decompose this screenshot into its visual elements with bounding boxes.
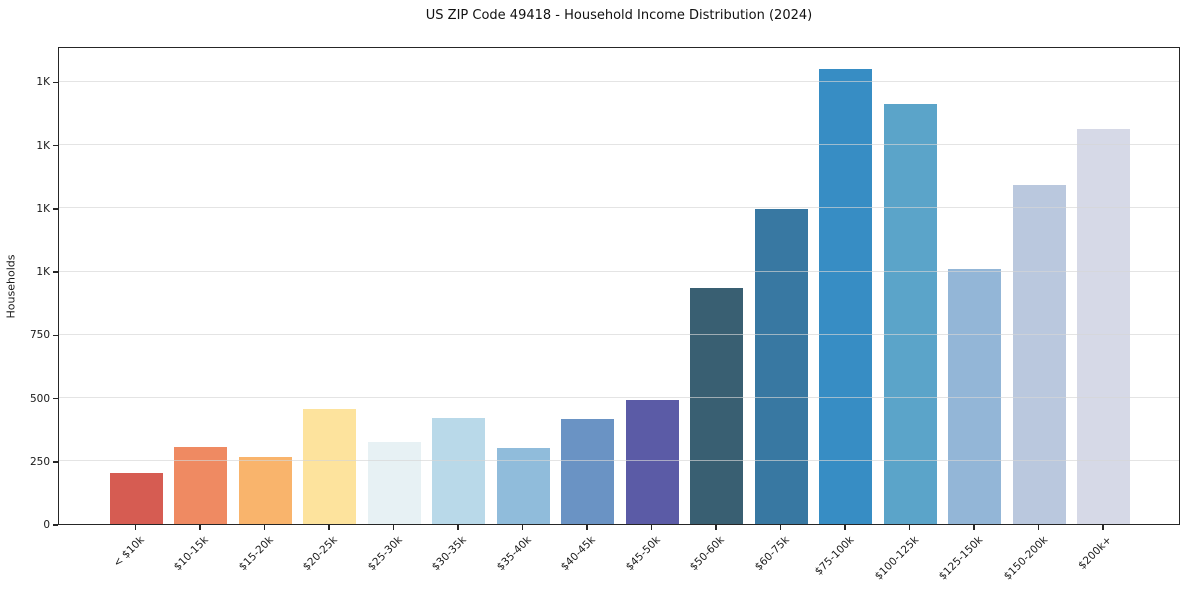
x-tick-mark-$75-100k bbox=[844, 525, 846, 530]
x-tick-label-text: $35-40k bbox=[494, 534, 534, 574]
x-tick-label-text: $100-125k bbox=[872, 534, 921, 583]
y-tick-label-250: 250 bbox=[29, 455, 50, 468]
x-tick-mark-$200k+ bbox=[1102, 525, 1104, 530]
y-tick-label-750: 750 bbox=[29, 329, 50, 342]
x-tick-label-text: < $10k bbox=[111, 534, 147, 570]
x-tick-label-text: $15-20k bbox=[236, 534, 276, 574]
x-tick-label-text: $40-45k bbox=[559, 534, 599, 574]
x-tick-mark-$15-20k bbox=[263, 525, 265, 530]
y-tick-label-1750: 1K bbox=[36, 76, 50, 89]
gridline-1000 bbox=[59, 270, 1179, 272]
plot-area bbox=[58, 47, 1180, 525]
x-tick-mark-$60-75k bbox=[779, 525, 781, 530]
bar-$100-125k bbox=[883, 104, 937, 524]
x-tick-label-text: $150-200k bbox=[1001, 534, 1050, 583]
gridline-1250 bbox=[59, 207, 1179, 209]
gridline-250 bbox=[59, 460, 1179, 462]
x-tick-label-text: $200k+ bbox=[1076, 534, 1115, 572]
y-tick-label-1250: 1K bbox=[36, 202, 50, 215]
x-tick-label-text: $10-15k bbox=[172, 534, 212, 574]
bar-$20-25k bbox=[303, 408, 357, 524]
y-tick-mark-0 bbox=[53, 524, 58, 526]
x-tick-mark-$25-30k bbox=[392, 525, 394, 530]
x-tick-label-text: $125-150k bbox=[936, 534, 986, 583]
x-tick-mark-$50-60k bbox=[715, 525, 717, 530]
bar-$200k+ bbox=[1077, 129, 1131, 524]
x-tick-mark-$150-200k bbox=[1037, 525, 1039, 530]
x-tick-label-text: $50-60k bbox=[688, 534, 728, 574]
y-tick-label-1000: 1K bbox=[36, 266, 50, 279]
y-tick-mark-1500 bbox=[53, 144, 58, 147]
y-tick-label-500: 500 bbox=[29, 392, 50, 405]
bar-$30-35k bbox=[432, 417, 486, 524]
gridline-1750 bbox=[59, 80, 1179, 82]
bar-$40-45k bbox=[561, 419, 615, 524]
y-axis-label: Households bbox=[0, 47, 22, 525]
y-tick-mark-750 bbox=[53, 334, 58, 337]
y-axis-label-text: Households bbox=[4, 254, 18, 318]
bar-$25-30k bbox=[367, 441, 421, 524]
gridline-1500 bbox=[59, 144, 1179, 146]
bar-$150-200k bbox=[1012, 185, 1066, 524]
y-tick-mark-250 bbox=[53, 461, 58, 463]
gridline-750 bbox=[59, 333, 1179, 335]
x-tick-mark-$20-25k bbox=[328, 525, 330, 530]
bar-$10-15k bbox=[174, 446, 228, 524]
x-tick-label-text: $75-100k bbox=[812, 534, 857, 578]
x-tick-mark-$100-125k bbox=[908, 525, 910, 530]
x-tick-mark-< $10k bbox=[134, 525, 136, 530]
bar-< $10k bbox=[109, 473, 163, 524]
bar-$45-50k bbox=[625, 400, 679, 524]
x-tick-label-text: $45-50k bbox=[623, 534, 663, 574]
x-tick-label-text: $60-75k bbox=[752, 534, 792, 574]
x-tick-label-text: $30-35k bbox=[430, 534, 470, 574]
gridline-500 bbox=[59, 397, 1179, 399]
bar-$60-75k bbox=[754, 209, 808, 524]
bar-$125-150k bbox=[948, 268, 1002, 524]
x-tick-mark-$125-150k bbox=[973, 525, 975, 530]
bar-$15-20k bbox=[238, 456, 292, 524]
y-tick-label-1500: 1K bbox=[36, 139, 50, 152]
bar-$75-100k bbox=[819, 68, 873, 524]
y-tick-label-0: 0 bbox=[43, 519, 50, 531]
y-tick-mark-500 bbox=[53, 397, 58, 400]
x-tick-mark-$40-45k bbox=[586, 525, 588, 530]
y-tick-mark-1250 bbox=[53, 208, 58, 210]
x-tick-mark-$35-40k bbox=[521, 525, 523, 530]
x-tick-mark-$10-15k bbox=[199, 525, 201, 530]
y-tick-mark-1750 bbox=[53, 81, 58, 84]
x-tick-mark-$45-50k bbox=[650, 525, 652, 530]
bar-$50-60k bbox=[690, 287, 744, 524]
x-tick-label-text: $25-30k bbox=[365, 534, 405, 574]
chart-title: US ZIP Code 49418 - Household Income Dis… bbox=[425, 8, 813, 23]
y-tick-mark-1000 bbox=[53, 271, 58, 273]
x-tick-mark-$30-35k bbox=[457, 525, 459, 530]
x-tick-label-text: $20-25k bbox=[301, 534, 341, 574]
